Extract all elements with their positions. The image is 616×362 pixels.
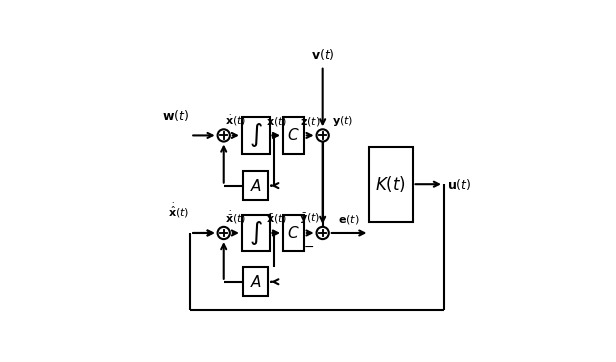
Circle shape [272, 134, 275, 137]
Text: $-$: $-$ [302, 240, 314, 253]
Bar [243, 267, 269, 296]
Text: $A$: $A$ [249, 178, 262, 194]
Text: $\int$: $\int$ [249, 121, 262, 150]
Text: $K(t)$: $K(t)$ [376, 174, 407, 194]
Text: $\mathbf{u}(t)$: $\mathbf{u}(t)$ [447, 177, 471, 192]
Text: $\mathbf{y}(t)$: $\mathbf{y}(t)$ [331, 114, 353, 129]
Bar [242, 215, 270, 251]
Text: $\dot{\bar{\mathbf{x}}}(t)$: $\dot{\bar{\mathbf{x}}}(t)$ [225, 210, 246, 226]
Text: $\bar{\mathbf{y}}(t)$: $\bar{\mathbf{y}}(t)$ [299, 212, 321, 226]
Text: $\bar{\mathbf{x}}(t)$: $\bar{\mathbf{x}}(t)$ [265, 213, 287, 226]
Text: $\dot{\mathbf{x}}(t)$: $\dot{\mathbf{x}}(t)$ [225, 114, 246, 129]
Text: $\mathbf{e}(t)$: $\mathbf{e}(t)$ [338, 213, 360, 226]
Text: $\int$: $\int$ [249, 219, 262, 247]
Bar [283, 215, 304, 251]
Text: $\mathbf{v}(t)$: $\mathbf{v}(t)$ [311, 47, 334, 62]
Text: $C$: $C$ [287, 127, 300, 143]
Text: $\mathbf{x}(t)$: $\mathbf{x}(t)$ [265, 115, 287, 129]
Circle shape [217, 129, 230, 142]
Bar [243, 171, 269, 200]
Text: $C$: $C$ [287, 225, 300, 241]
Text: $\mathbf{w}(t)$: $\mathbf{w}(t)$ [162, 108, 189, 123]
Circle shape [317, 129, 329, 142]
Circle shape [317, 227, 329, 239]
Circle shape [272, 231, 275, 235]
Text: $\mathbf{z}(t)$: $\mathbf{z}(t)$ [300, 115, 320, 129]
Text: $A$: $A$ [249, 274, 262, 290]
Bar [370, 147, 413, 222]
Bar [283, 117, 304, 153]
Text: $\dot{\hat{\mathbf{x}}}(t)$: $\dot{\hat{\mathbf{x}}}(t)$ [168, 202, 189, 220]
Bar [242, 117, 270, 153]
Circle shape [217, 227, 230, 239]
